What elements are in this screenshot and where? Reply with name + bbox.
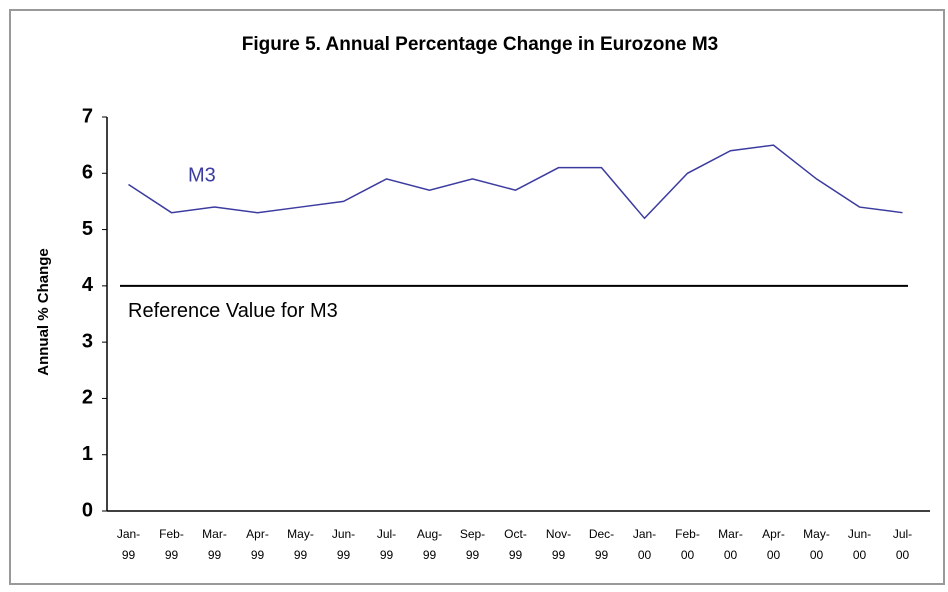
reference-label: Reference Value for M3 bbox=[128, 300, 338, 322]
x-tick-label: May-00 bbox=[803, 527, 830, 562]
y-tick-label: 3 bbox=[82, 330, 93, 352]
x-tick-label: Jan-99 bbox=[117, 527, 140, 562]
series-label: M3 bbox=[188, 164, 216, 186]
y-tick-label: 6 bbox=[82, 162, 93, 184]
x-tick-label: Mar-99 bbox=[202, 527, 227, 562]
y-tick-label: 5 bbox=[82, 218, 93, 240]
x-tick-label: Sep-99 bbox=[460, 527, 485, 562]
x-tick-label: Dec-99 bbox=[589, 527, 614, 562]
y-axis-label: Annual % Change bbox=[35, 248, 52, 376]
y-tick-label: 0 bbox=[82, 499, 93, 521]
y-tick-label: 1 bbox=[82, 443, 93, 465]
y-tick-label: 4 bbox=[82, 274, 94, 296]
x-tick-label: Mar-00 bbox=[718, 527, 743, 562]
x-tick-label: Jul-99 bbox=[377, 527, 396, 562]
x-tick-label: Aug-99 bbox=[417, 527, 442, 562]
x-tick-label: Feb-00 bbox=[675, 527, 700, 562]
series-line bbox=[128, 144, 903, 220]
y-tick-label: 7 bbox=[82, 105, 93, 127]
y-tick-label: 2 bbox=[82, 387, 93, 409]
x-tick-label: May-99 bbox=[287, 527, 314, 562]
x-tick-label: Jan-00 bbox=[633, 527, 656, 562]
x-tick-label: Jun-99 bbox=[332, 527, 355, 562]
x-tick-label: Nov-99 bbox=[546, 527, 571, 562]
x-tick-label: Apr-00 bbox=[762, 527, 785, 562]
x-tick-label: Jun-00 bbox=[848, 527, 871, 562]
x-tick-label: Apr-99 bbox=[246, 527, 269, 562]
chart-title: Figure 5. Annual Percentage Change in Eu… bbox=[242, 34, 718, 55]
x-tick-label: Feb-99 bbox=[159, 527, 184, 562]
x-tick-label: Jul-00 bbox=[893, 527, 912, 562]
frame bbox=[9, 9, 945, 585]
x-tick-label: Oct-99 bbox=[504, 527, 527, 562]
